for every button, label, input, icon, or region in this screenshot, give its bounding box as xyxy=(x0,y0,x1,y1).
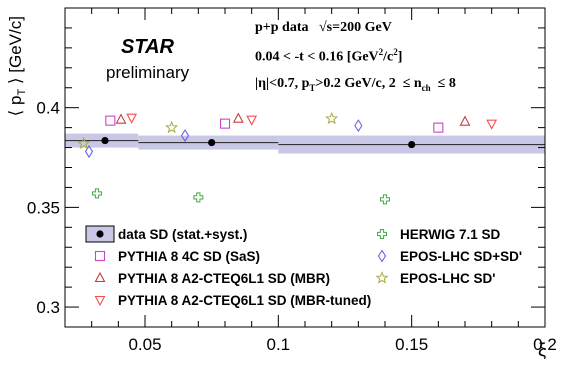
legend-marker-triangle-up xyxy=(94,271,106,283)
point-triangle-up-2 xyxy=(459,115,471,126)
x-tick-label-3: 0.2 xyxy=(533,335,557,354)
chart-markers xyxy=(77,111,498,205)
legend-marker-dot xyxy=(96,230,104,238)
status-label: preliminary xyxy=(106,63,190,82)
x-tick-label-1: 0.1 xyxy=(267,335,291,354)
legend-label-2: PYTHIA 8 A2-CTEQ6L1 SD (MBR) xyxy=(118,271,330,286)
annotation-line-1: p+p data √s=200 GeV xyxy=(255,20,392,35)
point-star-1 xyxy=(165,120,179,134)
legend-label-4: HERWIG 7.1 SD xyxy=(400,227,501,242)
point-square-0 xyxy=(105,115,116,126)
legend-marker-cross xyxy=(377,229,387,239)
point-triangle-down-1 xyxy=(246,115,258,126)
point-triangle-down-2 xyxy=(486,119,498,130)
point-diamond-2 xyxy=(354,119,363,133)
point-cross-2 xyxy=(380,194,390,205)
data-point-0 xyxy=(101,136,109,145)
y-axis-label: ⟨ pT ⟩ [GeV/c] xyxy=(5,16,29,117)
legend-marker-star xyxy=(375,271,389,284)
legend-marker-triangle-down xyxy=(94,295,106,307)
annotation-line-3: |η|<0.7, pT>0.2 GeV/c, 2 ≤ nch ≤ 8 xyxy=(255,76,456,93)
legend-label-6: EPOS-LHC SD' xyxy=(400,271,495,286)
point-triangle-up-0 xyxy=(115,113,127,124)
chart-axes: 0.05 0.1 0.15 0.2 0.3 0.35 0.4 xyxy=(27,7,557,354)
data-point-1 xyxy=(208,138,216,147)
point-star-0 xyxy=(77,136,91,150)
legend-marker-diamond xyxy=(377,249,387,263)
legend-marker-square xyxy=(94,250,106,262)
point-cross-0 xyxy=(92,188,102,199)
point-cross-1 xyxy=(193,192,204,203)
legend-label-0: data SD (stat.+syst.) xyxy=(118,227,247,242)
point-square-1 xyxy=(219,118,231,129)
data-systematic-bands xyxy=(65,133,545,154)
point-triangle-down-0 xyxy=(126,113,138,124)
x-tick-label-0: 0.05 xyxy=(128,335,161,354)
point-diamond-1 xyxy=(180,129,190,143)
point-square-2 xyxy=(433,122,444,133)
y-tick-label-2: 0.4 xyxy=(36,99,60,118)
legend-label-1: PYTHIA 8 4C SD (SaS) xyxy=(118,249,260,264)
x-tick-label-2: 0.15 xyxy=(395,335,428,354)
point-diamond-0 xyxy=(84,145,94,159)
y-tick-label-0: 0.3 xyxy=(36,298,60,317)
data-point-2 xyxy=(408,140,416,149)
chart-legend: data SD (stat.+syst.) PYTHIA 8 4C SD (SaS… xyxy=(85,225,522,308)
legend-label-5: EPOS-LHC SD+SD' xyxy=(400,249,522,264)
y-tick-label-1: 0.35 xyxy=(27,198,60,217)
x-axis-label: ξ xyxy=(538,340,547,360)
experiment-label: STAR xyxy=(121,36,174,58)
annotation-line-2: 0.04 < -t < 0.16 [GeV2/c2] xyxy=(255,47,403,65)
point-star-2 xyxy=(325,111,339,125)
legend-label-3: PYTHIA 8 A2-CTEQ6L1 SD (MBR-tuned) xyxy=(118,293,371,308)
point-triangle-up-1 xyxy=(232,112,244,123)
